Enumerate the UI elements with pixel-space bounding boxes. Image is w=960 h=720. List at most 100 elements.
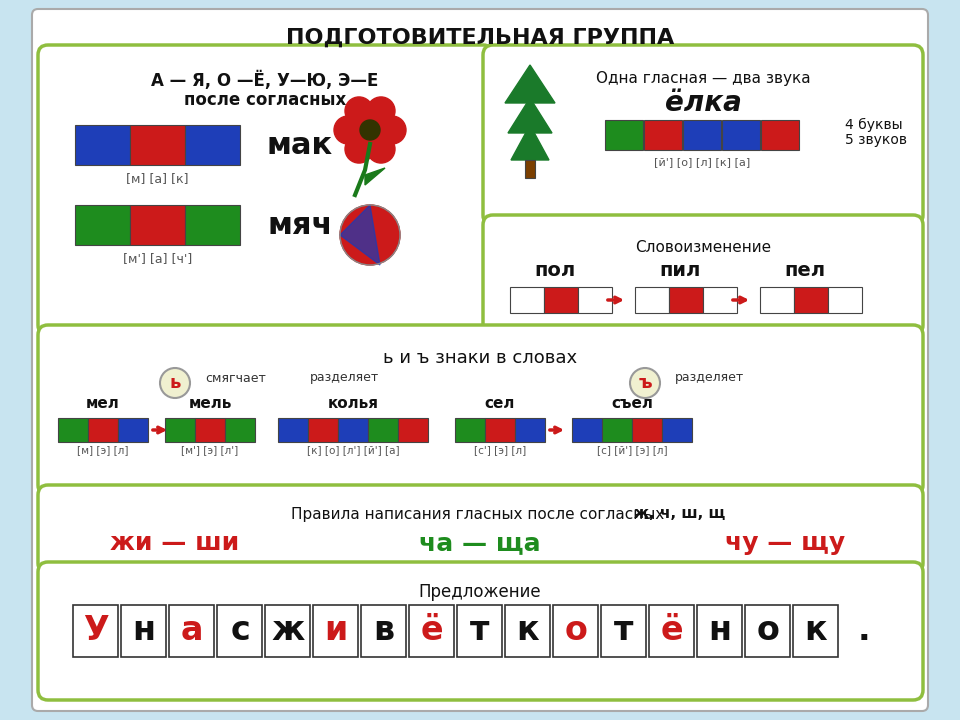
Bar bbox=[544, 287, 578, 313]
FancyBboxPatch shape bbox=[38, 325, 923, 495]
Text: мяч: мяч bbox=[267, 210, 333, 240]
Text: [м'] [э] [л']: [м'] [э] [л'] bbox=[181, 445, 239, 455]
Text: колья: колья bbox=[327, 395, 378, 410]
Circle shape bbox=[334, 116, 362, 144]
Bar bbox=[398, 418, 428, 442]
Text: [с] [й'] [э] [л]: [с] [й'] [э] [л] bbox=[597, 445, 667, 455]
FancyBboxPatch shape bbox=[38, 45, 493, 335]
Text: о: о bbox=[756, 614, 780, 647]
Polygon shape bbox=[505, 65, 555, 103]
Text: Одна гласная — два звука: Одна гласная — два звука bbox=[596, 71, 810, 86]
Bar bbox=[409, 605, 454, 657]
Bar bbox=[485, 418, 515, 442]
Text: т: т bbox=[470, 614, 490, 647]
Bar bbox=[455, 418, 485, 442]
Bar bbox=[361, 605, 406, 657]
Text: А — Я, О —Ё, У—Ю, Э—Е: А — Я, О —Ё, У—Ю, Э—Е bbox=[152, 71, 378, 89]
Text: и: и bbox=[324, 614, 348, 647]
Text: разделяет: разделяет bbox=[310, 372, 379, 384]
Text: ъ: ъ bbox=[638, 374, 652, 392]
Text: ж: ж bbox=[272, 614, 304, 647]
Bar bbox=[278, 418, 308, 442]
Bar bbox=[75, 125, 130, 165]
FancyBboxPatch shape bbox=[38, 562, 923, 700]
Text: [с'] [э] [л]: [с'] [э] [л] bbox=[474, 445, 526, 455]
Text: У: У bbox=[84, 614, 108, 647]
Text: [м'] [а] [ч']: [м'] [а] [ч'] bbox=[123, 253, 192, 266]
Text: .: . bbox=[857, 614, 871, 647]
Text: мель: мель bbox=[188, 395, 231, 410]
Text: н: н bbox=[708, 614, 732, 647]
Bar bbox=[88, 418, 118, 442]
Circle shape bbox=[367, 97, 395, 125]
Bar bbox=[308, 418, 338, 442]
Text: пел: пел bbox=[784, 261, 826, 279]
Bar bbox=[515, 418, 545, 442]
Bar bbox=[605, 120, 643, 150]
Bar bbox=[760, 287, 794, 313]
Polygon shape bbox=[340, 205, 380, 265]
Bar bbox=[697, 605, 742, 657]
Text: Правила написания гласных после согласных: Правила написания гласных после согласны… bbox=[291, 506, 669, 521]
Text: т: т bbox=[614, 614, 634, 647]
Circle shape bbox=[360, 120, 380, 140]
Bar bbox=[75, 205, 130, 245]
Bar bbox=[662, 418, 692, 442]
Text: разделяет: разделяет bbox=[675, 372, 744, 384]
Bar bbox=[121, 605, 166, 657]
Bar bbox=[553, 605, 598, 657]
Bar bbox=[745, 605, 790, 657]
Text: к: к bbox=[516, 614, 540, 647]
Bar bbox=[683, 120, 721, 150]
Bar bbox=[457, 605, 502, 657]
Bar bbox=[644, 120, 682, 150]
Polygon shape bbox=[365, 168, 385, 185]
Circle shape bbox=[630, 368, 660, 398]
Text: мак: мак bbox=[267, 130, 333, 160]
Polygon shape bbox=[511, 125, 549, 160]
Text: ёлка: ёлка bbox=[664, 89, 741, 117]
FancyBboxPatch shape bbox=[38, 485, 923, 573]
Bar bbox=[165, 418, 195, 442]
Text: Словоизменение: Словоизменение bbox=[635, 240, 771, 256]
Polygon shape bbox=[508, 98, 552, 133]
Text: ё: ё bbox=[660, 614, 684, 647]
Bar bbox=[649, 605, 694, 657]
Bar bbox=[669, 287, 703, 313]
Text: Предложение: Предложение bbox=[419, 583, 541, 601]
Bar bbox=[510, 287, 544, 313]
Bar bbox=[761, 120, 799, 150]
Bar bbox=[58, 418, 88, 442]
Text: ь и ъ знаки в словах: ь и ъ знаки в словах bbox=[383, 349, 577, 367]
Bar bbox=[602, 418, 632, 442]
Text: [к] [о] [л'] [й'] [а]: [к] [о] [л'] [й'] [а] bbox=[306, 445, 399, 455]
Text: смягчает: смягчает bbox=[205, 372, 266, 384]
Text: [й'] [о] [л] [к] [а]: [й'] [о] [л] [к] [а] bbox=[655, 157, 751, 167]
Bar bbox=[525, 160, 535, 178]
FancyBboxPatch shape bbox=[483, 215, 923, 335]
Text: 4 буквы: 4 буквы bbox=[845, 118, 902, 132]
Text: ж, ч, ш, щ: ж, ч, ш, щ bbox=[635, 506, 726, 521]
Bar bbox=[169, 605, 214, 657]
Bar bbox=[794, 287, 828, 313]
Text: после согласных: после согласных bbox=[184, 91, 347, 109]
Bar bbox=[338, 418, 368, 442]
Bar bbox=[265, 605, 310, 657]
Bar bbox=[601, 605, 646, 657]
Text: [м] [э] [л]: [м] [э] [л] bbox=[77, 445, 129, 455]
Text: [м] [а] [к]: [м] [а] [к] bbox=[127, 173, 189, 186]
Bar bbox=[185, 205, 240, 245]
Bar bbox=[793, 605, 838, 657]
Text: ё: ё bbox=[420, 614, 444, 647]
Text: съел: съел bbox=[612, 395, 653, 410]
Text: жи — ши: жи — ши bbox=[110, 531, 240, 555]
Bar bbox=[217, 605, 262, 657]
Text: ПОДГОТОВИТЕЛЬНАЯ ГРУППА: ПОДГОТОВИТЕЛЬНАЯ ГРУППА bbox=[286, 28, 674, 48]
Bar bbox=[703, 287, 737, 313]
Text: мел: мел bbox=[86, 395, 120, 410]
Bar bbox=[73, 605, 118, 657]
Bar bbox=[368, 418, 398, 442]
Text: о: о bbox=[564, 614, 588, 647]
Text: с: с bbox=[230, 614, 250, 647]
Circle shape bbox=[160, 368, 190, 398]
